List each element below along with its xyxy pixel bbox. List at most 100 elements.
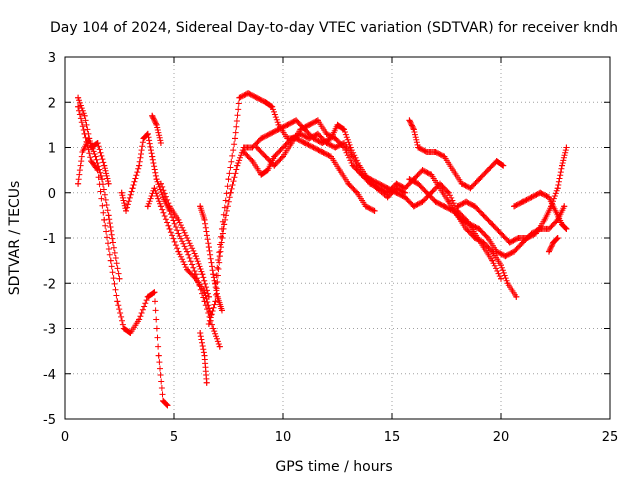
data-point: [419, 198, 426, 205]
data-point: [155, 352, 162, 359]
data-point: [105, 180, 112, 187]
data-point: [371, 207, 378, 214]
data-point: [341, 126, 348, 133]
data-point: [253, 94, 260, 101]
data-point: [327, 153, 334, 160]
data-point: [210, 271, 217, 278]
series-8: [197, 203, 225, 314]
x-axis-label: GPS time / hours: [275, 459, 392, 475]
data-point: [75, 94, 82, 101]
data-point: [266, 130, 273, 137]
data-point: [245, 90, 252, 97]
data-series: [75, 90, 570, 409]
data-point: [419, 167, 426, 174]
data-point: [280, 153, 286, 160]
data-point: [498, 275, 504, 282]
data-point: [199, 271, 206, 278]
data-point: [221, 221, 228, 228]
data-point: [480, 212, 487, 219]
data-point: [218, 225, 225, 232]
data-point: [489, 257, 496, 264]
data-point: [149, 112, 156, 119]
data-point: [559, 162, 566, 169]
data-point: [550, 239, 557, 246]
data-point: [458, 216, 465, 223]
series-5: [149, 112, 164, 146]
data-point: [528, 194, 535, 201]
series-7: [157, 180, 212, 300]
data-point: [293, 117, 300, 124]
data-point: [258, 171, 265, 178]
data-point: [506, 239, 513, 246]
data-point: [210, 325, 217, 332]
data-point: [205, 320, 212, 327]
data-point: [123, 207, 130, 214]
data-point: [458, 180, 465, 187]
data-point: [101, 216, 108, 223]
data-point: [515, 235, 522, 241]
data-point: [498, 262, 504, 269]
y-tick-label: 1: [48, 142, 56, 157]
data-point: [441, 153, 448, 160]
data-point: [310, 144, 317, 151]
data-point: [541, 216, 548, 223]
data-point: [105, 212, 112, 219]
data-point: [511, 203, 518, 210]
data-point: [362, 203, 369, 210]
data-point: [136, 316, 143, 323]
data-point: [428, 171, 435, 178]
data-point: [240, 149, 247, 156]
data-point: [332, 135, 339, 142]
data-point: [423, 149, 430, 156]
data-point: [524, 235, 531, 241]
data-point: [136, 162, 143, 169]
data-point: [341, 144, 348, 151]
x-tick-label: 5: [170, 430, 178, 445]
data-point: [552, 207, 559, 214]
y-tick-label: -5: [43, 413, 56, 428]
data-point: [284, 121, 291, 128]
series-13: [253, 117, 520, 300]
data-point: [288, 139, 295, 146]
x-tick-label: 15: [384, 430, 401, 445]
data-point: [559, 221, 566, 228]
data-point: [225, 176, 232, 183]
data-point: [354, 189, 361, 196]
data-point: [88, 158, 95, 165]
data-point: [297, 126, 304, 133]
y-tick-label: -2: [43, 277, 56, 292]
data-point: [484, 167, 491, 174]
data-point: [94, 139, 101, 146]
series-6: [144, 185, 215, 318]
series-17: [511, 189, 570, 232]
data-point: [537, 189, 544, 196]
data-point: [157, 139, 164, 146]
data-point: [500, 162, 507, 169]
data-point: [561, 203, 568, 210]
data-point: [445, 189, 452, 196]
series-3: [75, 94, 112, 187]
data-point: [554, 185, 561, 192]
series-14: [406, 117, 507, 192]
data-point: [467, 185, 474, 192]
data-point: [144, 293, 151, 300]
data-point: [262, 153, 269, 160]
data-point: [334, 121, 341, 128]
data-point: [269, 103, 276, 110]
data-point: [301, 139, 308, 146]
data-point: [75, 103, 82, 110]
series-1: [75, 103, 171, 409]
data-point: [79, 149, 86, 156]
data-point: [436, 185, 443, 192]
series-4: [118, 130, 223, 350]
data-point: [345, 180, 352, 187]
data-point: [151, 185, 158, 192]
data-point: [120, 325, 127, 332]
y-tick-label: 0: [48, 187, 56, 202]
data-point: [545, 194, 552, 201]
data-point: [463, 198, 470, 205]
data-point: [336, 167, 343, 174]
data-point: [203, 379, 210, 386]
data-point: [249, 158, 256, 165]
data-point: [450, 167, 457, 174]
